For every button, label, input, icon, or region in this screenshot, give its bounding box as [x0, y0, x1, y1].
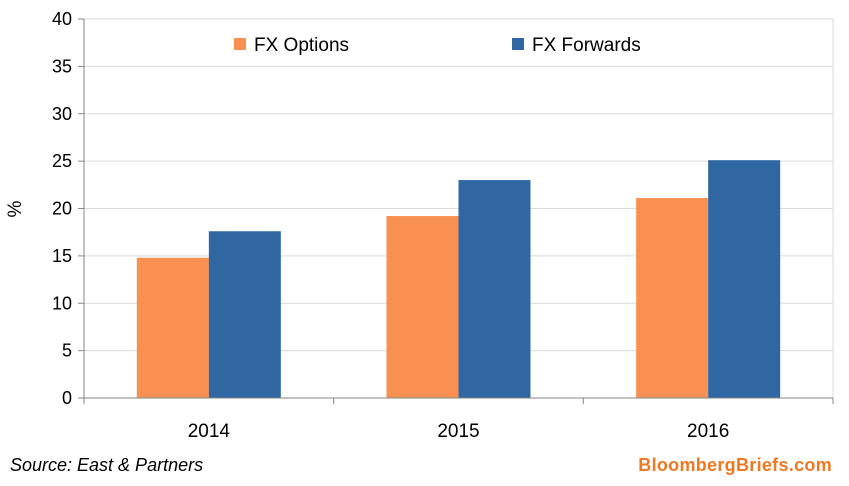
brand-footer: BloombergBriefs.com: [638, 455, 832, 475]
bar-fx-forwards-2016: [708, 160, 781, 398]
bar-fx-forwards-2015: [458, 180, 531, 398]
legend-label-fx-forwards: FX Forwards: [532, 35, 641, 56]
bar-fx-options-2016: [636, 198, 709, 398]
legend-swatch-fx-options: [234, 38, 246, 50]
y-tick-label: 5: [62, 341, 72, 361]
axes: [78, 18, 834, 404]
y-tick-label: 25: [52, 151, 72, 171]
y-axis-tick-labels: 0 5 10 15 20 25 30 35 40: [52, 9, 72, 408]
x-category-label: 2016: [687, 421, 729, 442]
x-category-label: 2014: [188, 421, 231, 442]
bar-fx-options-2014: [136, 257, 209, 398]
y-tick-label: 30: [52, 104, 72, 124]
bar-fx-options-2015: [386, 216, 459, 398]
y-tick-label: 40: [52, 9, 72, 29]
legend: FX Options FX Forwards: [234, 35, 641, 56]
x-category-label: 2015: [437, 421, 479, 442]
y-axis-label: %: [5, 200, 26, 217]
y-tick-label: 35: [52, 56, 72, 76]
y-tick-label: 20: [52, 199, 72, 219]
bars: [136, 160, 781, 398]
legend-label-fx-options: FX Options: [254, 35, 349, 56]
y-tick-label: 10: [52, 293, 72, 313]
y-tick-label: 15: [52, 246, 72, 266]
x-axis-category-labels: 2014 2015 2016: [188, 421, 730, 442]
source-note: Source: East & Partners: [10, 455, 203, 475]
y-tick-label: 0: [62, 388, 72, 408]
bar-fx-forwards-2014: [208, 231, 281, 398]
legend-swatch-fx-forwards: [512, 38, 524, 50]
